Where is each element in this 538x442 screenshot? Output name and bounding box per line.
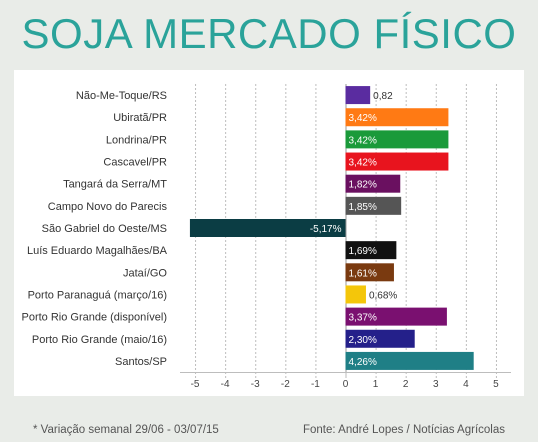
value-label-6: -5,17% xyxy=(310,224,342,235)
value-label-8: 1,61% xyxy=(349,268,377,279)
x-tick-label-9: 4 xyxy=(463,379,469,390)
bar-11 xyxy=(345,329,415,348)
bar-6 xyxy=(189,219,346,237)
x-tick-label-2: -3 xyxy=(251,379,260,390)
category-label-11: Porto Rio Grande (maio/16) xyxy=(32,334,167,346)
bar-3 xyxy=(345,152,449,171)
page-title: SOJA MERCADO FÍSICO xyxy=(21,10,517,57)
value-label-12: 4,26% xyxy=(349,357,377,368)
bar-12 xyxy=(345,351,474,370)
bar-5 xyxy=(345,196,402,215)
x-tick-label-6: 1 xyxy=(373,379,379,390)
value-label-9: 0,68% xyxy=(369,290,397,301)
value-label-7: 1,69% xyxy=(349,246,377,257)
bar-9 xyxy=(345,285,366,304)
value-label-2: 3,42% xyxy=(349,135,377,146)
x-tick-label-8: 3 xyxy=(433,379,439,390)
source-credit: Fonte: André Lopes / Notícias Agrícolas xyxy=(302,424,505,436)
x-tick-label-0: -5 xyxy=(191,379,200,390)
chart-panel: -5 -4 -3 -2 -1 0 1 2 3 4 5 Não-Me-Toque/RS 0,82 Ubira… xyxy=(14,70,524,396)
bar-1 xyxy=(345,108,449,127)
x-tick-label-3: -2 xyxy=(281,379,290,390)
value-label-5: 1,85% xyxy=(349,202,377,213)
category-label-10: Porto Rio Grande (disponível) xyxy=(21,312,167,324)
x-tick-label-7: 2 xyxy=(403,379,409,390)
bar-2 xyxy=(345,130,449,149)
category-label-5: Campo Novo do Parecis xyxy=(48,201,168,213)
category-label-0: Não-Me-Toque/RS xyxy=(76,90,167,102)
x-tick-label-5: 0 xyxy=(343,379,349,390)
value-label-3: 3,42% xyxy=(349,158,377,169)
category-label-4: Tangará da Serra/MT xyxy=(63,179,167,191)
value-label-11: 2,30% xyxy=(349,335,377,346)
bar-4 xyxy=(345,174,401,193)
category-label-8: Jataí/GO xyxy=(123,267,167,279)
category-label-7: Luís Eduardo Magalhães/BA xyxy=(27,245,168,257)
category-label-6: São Gabriel do Oeste/MS xyxy=(42,223,167,235)
x-tick-label-4: -1 xyxy=(311,379,320,390)
bar-0 xyxy=(345,86,371,105)
category-label-2: Londrina/PR xyxy=(106,134,167,146)
value-label-10: 3,37% xyxy=(349,313,377,324)
footnote: * Variação semanal 29/06 - 03/07/15 xyxy=(33,424,219,436)
value-label-1: 3,42% xyxy=(349,113,377,124)
x-tick-label-1: -4 xyxy=(221,379,230,390)
bar-chart: -5 -4 -3 -2 -1 0 1 2 3 4 5 Não-Me-Toque/RS 0,82 Ubira… xyxy=(21,84,511,390)
x-tick-label-10: 5 xyxy=(493,379,499,390)
category-label-1: Ubiratã/PR xyxy=(113,112,167,124)
value-label-4: 1,82% xyxy=(349,180,377,191)
category-label-9: Porto Paranaguá (março/16) xyxy=(28,289,167,301)
bar-8 xyxy=(345,263,394,282)
category-label-3: Cascavel/PR xyxy=(103,157,167,169)
bar-10 xyxy=(345,307,447,326)
category-label-12: Santos/SP xyxy=(115,356,167,368)
bar-7 xyxy=(345,241,397,260)
value-label-0: 0,82 xyxy=(373,91,393,102)
